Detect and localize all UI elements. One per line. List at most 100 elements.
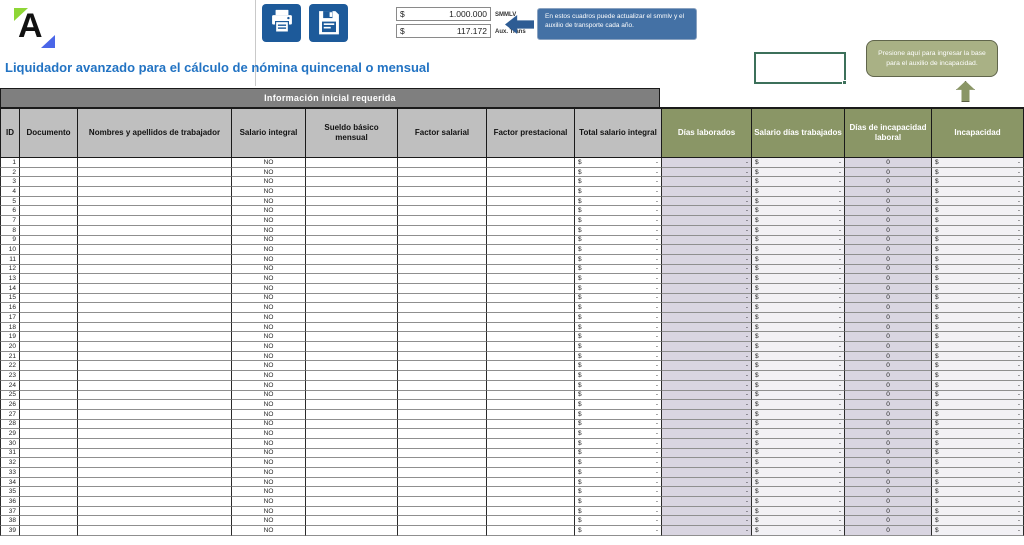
cell-nombres[interactable] xyxy=(78,497,232,507)
cell-factor_salarial[interactable] xyxy=(398,196,487,207)
cell-sueldo_basico[interactable] xyxy=(306,245,398,255)
cell-factor_salarial[interactable] xyxy=(398,351,487,362)
cell-total_salario_integral[interactable]: $ - xyxy=(575,390,662,401)
cell-salario_integral[interactable]: NO xyxy=(232,438,306,449)
cell-nombres[interactable] xyxy=(78,419,232,430)
cell-salario_integral[interactable]: NO xyxy=(232,361,306,372)
cell-dias_incapacidad_laboral[interactable]: 0 xyxy=(845,448,932,459)
cell-id[interactable]: 10 xyxy=(0,245,20,255)
cell-documento[interactable] xyxy=(20,303,78,313)
cell-factor_salarial[interactable] xyxy=(398,516,487,527)
cell-dias_laborados[interactable]: - xyxy=(662,477,752,488)
cell-factor_salarial[interactable] xyxy=(398,177,487,188)
cell-dias_laborados[interactable]: - xyxy=(662,254,752,265)
cell-nombres[interactable] xyxy=(78,477,232,488)
cell-id[interactable]: 4 xyxy=(0,187,20,197)
cell-id[interactable]: 9 xyxy=(0,235,20,246)
cell-salario_integral[interactable]: NO xyxy=(232,206,306,217)
cell-salario_dias_trabajados[interactable]: $ - xyxy=(752,429,845,439)
cell-dias_incapacidad_laboral[interactable]: 0 xyxy=(845,167,932,178)
cell-sueldo_basico[interactable] xyxy=(306,429,398,439)
cell-factor_salarial[interactable] xyxy=(398,313,487,323)
cell-id[interactable]: 5 xyxy=(0,196,20,207)
cell-nombres[interactable] xyxy=(78,371,232,381)
cell-dias_laborados[interactable]: - xyxy=(662,371,752,381)
cell-factor_salarial[interactable] xyxy=(398,497,487,507)
cell-factor_salarial[interactable] xyxy=(398,245,487,255)
cell-factor_salarial[interactable] xyxy=(398,487,487,498)
cell-documento[interactable] xyxy=(20,487,78,498)
cell-factor_prestacional[interactable] xyxy=(487,419,575,430)
cell-factor_prestacional[interactable] xyxy=(487,225,575,236)
cell-factor_prestacional[interactable] xyxy=(487,167,575,178)
cell-salario_dias_trabajados[interactable]: $ - xyxy=(752,254,845,265)
cell-total_salario_integral[interactable]: $ - xyxy=(575,409,662,420)
cell-salario_dias_trabajados[interactable]: $ - xyxy=(752,332,845,343)
cell-nombres[interactable] xyxy=(78,400,232,410)
cell-salario_dias_trabajados[interactable]: $ - xyxy=(752,438,845,449)
cell-salario_integral[interactable]: NO xyxy=(232,264,306,275)
cell-id[interactable]: 12 xyxy=(0,264,20,275)
cell-factor_salarial[interactable] xyxy=(398,429,487,439)
cell-salario_dias_trabajados[interactable]: $ - xyxy=(752,245,845,255)
cell-sueldo_basico[interactable] xyxy=(306,196,398,207)
cell-dias_laborados[interactable]: - xyxy=(662,487,752,498)
cell-sueldo_basico[interactable] xyxy=(306,458,398,468)
cell-incapacidad[interactable]: $ - xyxy=(932,322,1024,333)
cell-total_salario_integral[interactable]: $ - xyxy=(575,380,662,391)
cell-nombres[interactable] xyxy=(78,206,232,217)
cell-dias_laborados[interactable]: - xyxy=(662,206,752,217)
cell-salario_dias_trabajados[interactable]: $ - xyxy=(752,322,845,333)
cell-incapacidad[interactable]: $ - xyxy=(932,526,1024,536)
cell-incapacidad[interactable]: $ - xyxy=(932,158,1024,168)
cell-documento[interactable] xyxy=(20,274,78,284)
cell-total_salario_integral[interactable]: $ - xyxy=(575,487,662,498)
cell-sueldo_basico[interactable] xyxy=(306,400,398,410)
cell-nombres[interactable] xyxy=(78,283,232,294)
cell-documento[interactable] xyxy=(20,371,78,381)
cell-total_salario_integral[interactable]: $ - xyxy=(575,274,662,284)
cell-salario_dias_trabajados[interactable]: $ - xyxy=(752,158,845,168)
cell-total_salario_integral[interactable]: $ - xyxy=(575,371,662,381)
cell-total_salario_integral[interactable]: $ - xyxy=(575,303,662,313)
cell-nombres[interactable] xyxy=(78,361,232,372)
cell-incapacidad[interactable]: $ - xyxy=(932,313,1024,323)
cell-factor_prestacional[interactable] xyxy=(487,235,575,246)
cell-id[interactable]: 25 xyxy=(0,390,20,401)
cell-incapacidad[interactable]: $ - xyxy=(932,332,1024,343)
aux-transporte-input[interactable]: $ 117.172 xyxy=(396,24,491,38)
cell-salario_integral[interactable]: NO xyxy=(232,400,306,410)
cell-incapacidad[interactable]: $ - xyxy=(932,438,1024,449)
cell-salario_integral[interactable]: NO xyxy=(232,351,306,362)
cell-dias_laborados[interactable]: - xyxy=(662,380,752,391)
cell-total_salario_integral[interactable]: $ - xyxy=(575,177,662,188)
cell-salario_integral[interactable]: NO xyxy=(232,293,306,304)
cell-dias_incapacidad_laboral[interactable]: 0 xyxy=(845,361,932,372)
cell-factor_prestacional[interactable] xyxy=(487,313,575,323)
cell-factor_prestacional[interactable] xyxy=(487,283,575,294)
cell-dias_incapacidad_laboral[interactable]: 0 xyxy=(845,254,932,265)
cell-sueldo_basico[interactable] xyxy=(306,380,398,391)
cell-salario_integral[interactable]: NO xyxy=(232,187,306,197)
cell-sueldo_basico[interactable] xyxy=(306,187,398,197)
cell-dias_laborados[interactable]: - xyxy=(662,274,752,284)
cell-factor_salarial[interactable] xyxy=(398,283,487,294)
cell-documento[interactable] xyxy=(20,322,78,333)
cell-factor_prestacional[interactable] xyxy=(487,293,575,304)
cell-salario_dias_trabajados[interactable]: $ - xyxy=(752,196,845,207)
cell-factor_prestacional[interactable] xyxy=(487,390,575,401)
cell-salario_dias_trabajados[interactable]: $ - xyxy=(752,351,845,362)
cell-sueldo_basico[interactable] xyxy=(306,477,398,488)
cell-total_salario_integral[interactable]: $ - xyxy=(575,429,662,439)
cell-salario_integral[interactable]: NO xyxy=(232,526,306,536)
cell-factor_salarial[interactable] xyxy=(398,293,487,304)
cell-dias_incapacidad_laboral[interactable]: 0 xyxy=(845,283,932,294)
cell-documento[interactable] xyxy=(20,177,78,188)
cell-salario_integral[interactable]: NO xyxy=(232,245,306,255)
cell-dias_laborados[interactable]: - xyxy=(662,235,752,246)
cell-dias_laborados[interactable]: - xyxy=(662,390,752,401)
cell-factor_salarial[interactable] xyxy=(398,167,487,178)
cell-id[interactable]: 21 xyxy=(0,351,20,362)
cell-dias_incapacidad_laboral[interactable]: 0 xyxy=(845,516,932,527)
cell-salario_integral[interactable]: NO xyxy=(232,235,306,246)
